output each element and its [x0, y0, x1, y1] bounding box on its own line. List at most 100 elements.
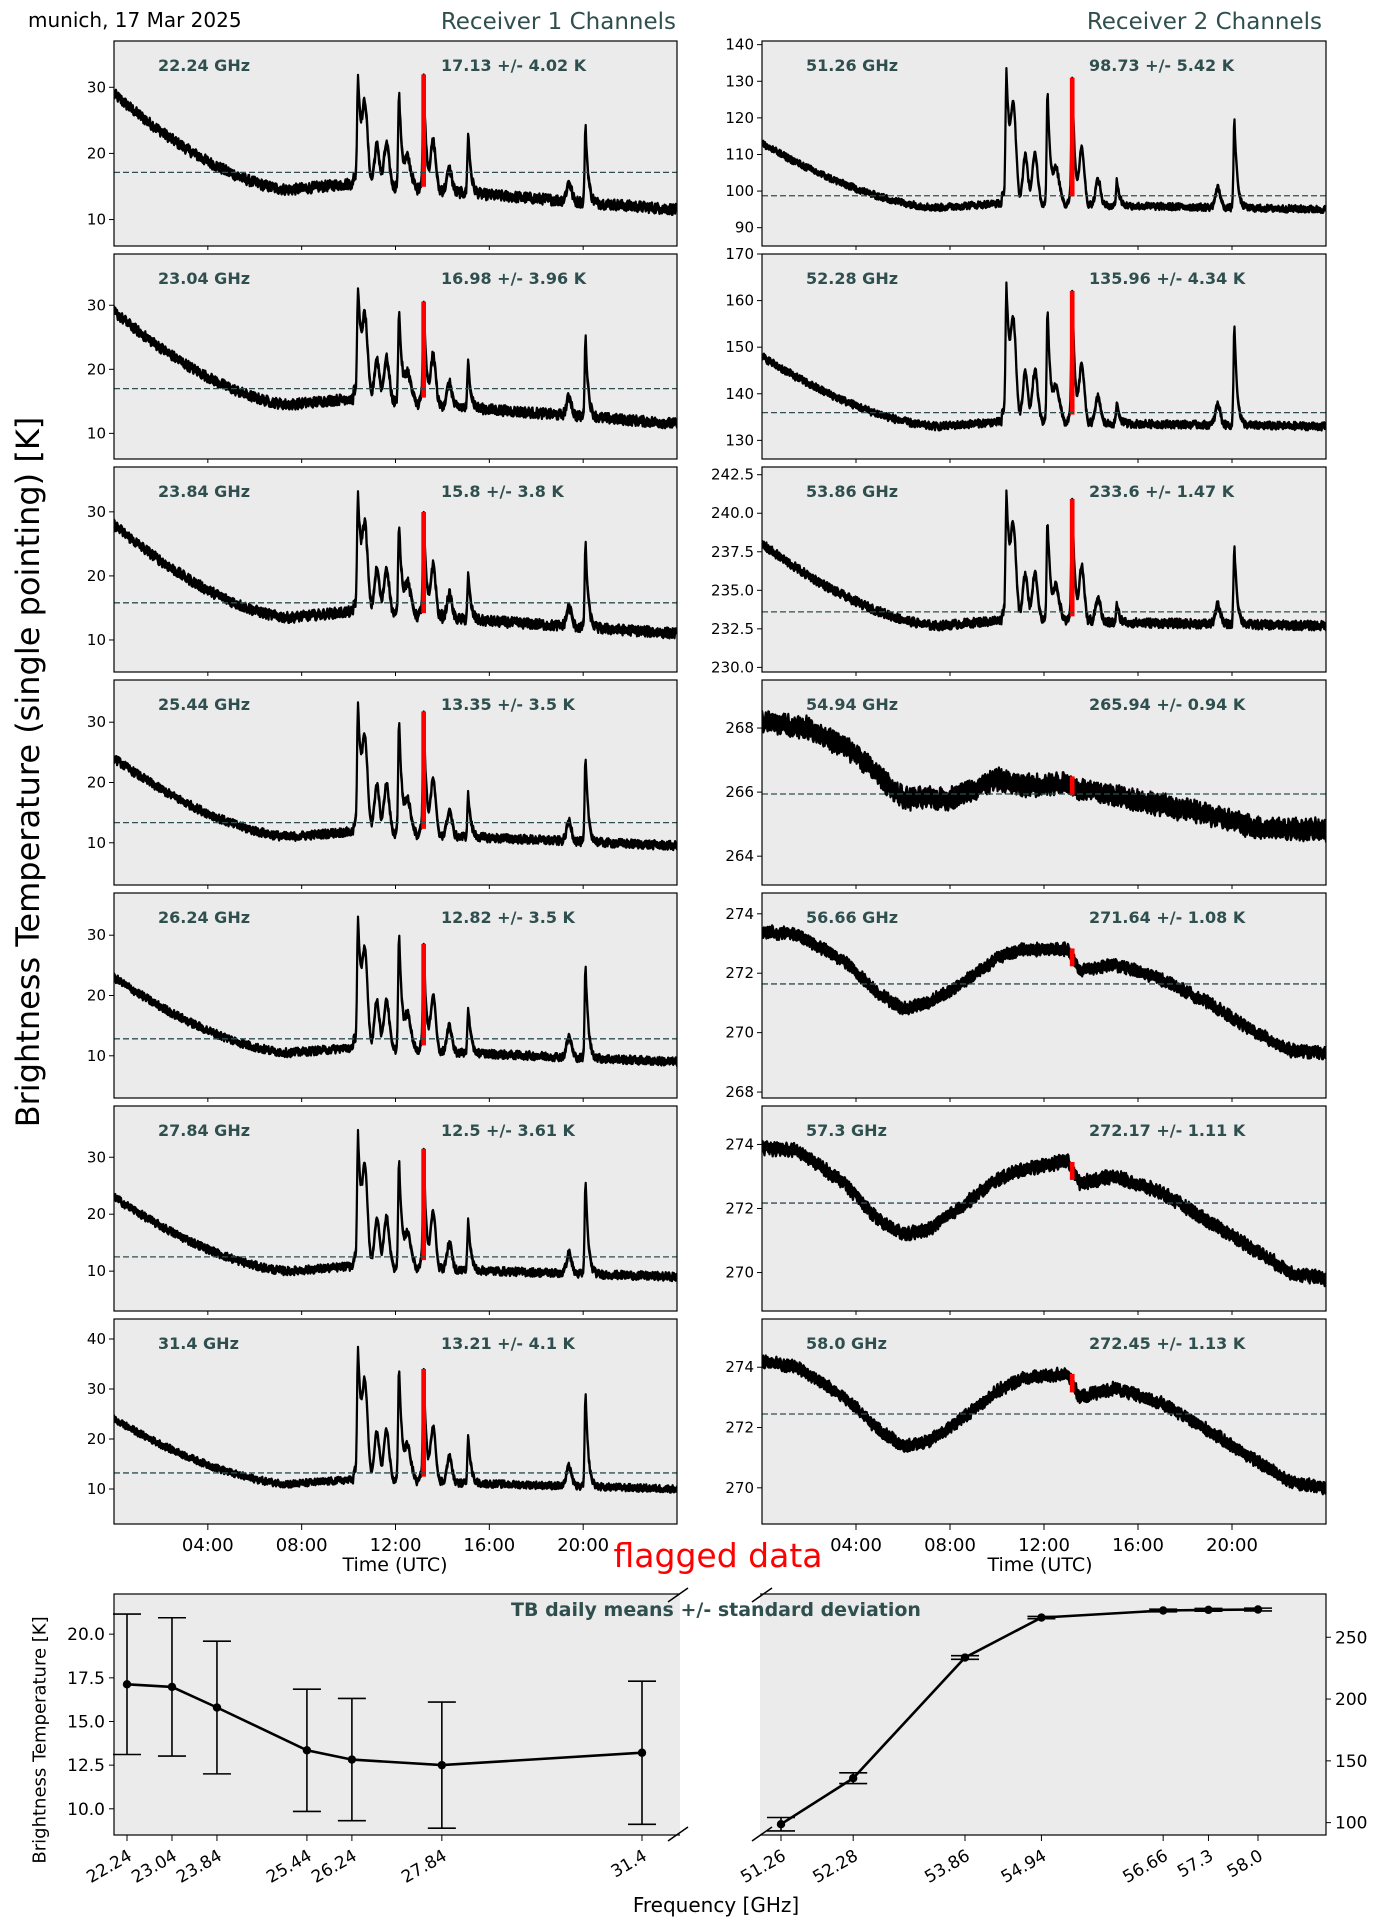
panel-background [762, 1319, 1326, 1524]
right-y-tick-label: 250 [1335, 1628, 1367, 1648]
y-tick-label: 272 [725, 964, 754, 982]
y-tick-label: 20 [87, 360, 106, 378]
right-y-tick-label: 100 [1335, 1814, 1367, 1834]
y-tick-label: 272 [725, 1419, 754, 1437]
axis-break-mark [751, 1587, 773, 1603]
x-tick-label: 04:00 [830, 1535, 882, 1556]
y-tick-label: 230.0 [711, 658, 754, 676]
frequency-tick-label: 26.24 [308, 1846, 360, 1888]
channel-frequency-label: 53.86 GHz [806, 482, 898, 501]
left-y-tick-label: 20.0 [67, 1625, 105, 1645]
brightness-temperature-trace [114, 1345, 677, 1494]
channel-mean-std-label: 12.5 +/- 3.61 K [441, 1121, 576, 1140]
y-tick-label: 10 [87, 631, 106, 649]
x-tick-label: 04:00 [182, 1535, 234, 1556]
channel-mean-std-label: 16.98 +/- 3.96 K [441, 269, 587, 288]
channel-frequency-label: 56.66 GHz [806, 908, 898, 927]
summary-title: TB daily means +/- standard deviation [511, 1599, 921, 1621]
receiver1-mean-point [212, 1703, 222, 1712]
y-tick-label: 240.0 [711, 504, 754, 522]
panel-background [114, 893, 677, 1098]
x-tick-label: 08:00 [276, 1535, 328, 1556]
y-tick-label: 20 [87, 144, 106, 162]
frequency-tick-label: 25.44 [263, 1846, 315, 1888]
x-tick-label: 12:00 [1018, 1535, 1070, 1556]
left-y-tick-label: 15.0 [67, 1712, 105, 1732]
frequency-tick-label: 53.86 [921, 1846, 973, 1888]
y-tick-label: 110 [725, 145, 754, 163]
frequency-tick-label: 54.94 [998, 1846, 1050, 1888]
channel-frequency-label: 31.4 GHz [158, 1334, 239, 1353]
y-tick-label: 20 [87, 774, 106, 792]
panel-background [762, 41, 1326, 246]
receiver1-mean-point [347, 1755, 357, 1764]
y-tick-label: 130 [725, 431, 754, 449]
axis-break-mark [751, 1826, 773, 1842]
brightness-temperature-trace [114, 287, 677, 430]
y-tick-label: 30 [87, 713, 106, 731]
site-date-label: munich, 17 Mar 2025 [28, 8, 242, 32]
y-tick-label: 10 [87, 1480, 106, 1498]
receiver1-mean-point [122, 1680, 132, 1689]
panel-background [114, 467, 677, 672]
brightness-temperature-trace [114, 490, 677, 640]
panel-rx2-580: 270 272 274 04:00 08:00 12:00 16:00 20:00 58.0 G… [725, 1318, 1327, 1556]
y-tick-label: 268 [725, 1083, 754, 1101]
x-tick-label: 12:00 [370, 1535, 422, 1556]
bottom-y-axis-label: Brightness Temperature [K] [29, 1616, 51, 1864]
y-tick-label: 274 [725, 1135, 754, 1153]
channel-mean-std-label: 233.6 +/- 1.47 K [1089, 482, 1235, 501]
frequency-tick-label: 58.0 [1224, 1846, 1267, 1882]
frequency-tick-label: 31.4 [608, 1846, 651, 1882]
y-tick-label: 235.0 [711, 581, 754, 599]
receiver2-mean-point [1204, 1605, 1213, 1615]
flagged-data-segment [421, 1369, 426, 1477]
brightness-temperature-trace [114, 1128, 677, 1283]
y-tick-label: 270 [725, 1264, 754, 1282]
y-tick-label: 30 [87, 296, 106, 314]
brightness-temperature-trace [762, 709, 1326, 843]
y-tick-label: 20 [87, 567, 106, 585]
panel-rx1-314: 10 20 30 40 04:00 08:00 12:00 16:00 20:00 31.4 GH… [87, 1318, 678, 1556]
y-tick-label: 160 [725, 292, 754, 310]
receiver2-x-axis-label: Time (UTC) [987, 1554, 1093, 1576]
panel-background [114, 1319, 677, 1524]
frequency-tick-label: 51.26 [737, 1846, 789, 1888]
axis-break-gap [680, 1592, 760, 1837]
channel-mean-std-label: 12.82 +/- 3.5 K [441, 908, 576, 927]
brightness-temperature-trace [762, 924, 1326, 1061]
panel-rx2-5126: 90 100 110 120 130 140 51.26 GHz 98.73 +/- 5.42… [725, 36, 1327, 250]
panel-rx2-5228: 130 140 150 160 170 52.28 GHz 135.96 +/- 4.34 … [725, 245, 1327, 463]
channel-mean-std-label: 135.96 +/- 4.34 K [1089, 269, 1246, 288]
y-tick-label: 30 [87, 78, 106, 96]
panel-background [114, 41, 677, 246]
frequency-tick-label: 56.66 [1120, 1846, 1172, 1888]
axis-break-mark [667, 1826, 689, 1842]
receiver2-mean-point [1037, 1613, 1046, 1622]
channel-frequency-label: 26.24 GHz [158, 908, 250, 927]
panel-background [114, 1106, 677, 1311]
receiver2-mean-point [848, 1773, 858, 1783]
y-tick-label: 120 [725, 109, 754, 127]
channel-mean-std-label: 13.35 +/- 3.5 K [441, 695, 576, 714]
receiver1-title: Receiver 1 Channels [440, 9, 676, 35]
frequency-tick-label: 23.04 [128, 1846, 180, 1888]
receiver2-mean-point [1158, 1606, 1168, 1615]
flagged-data-segment [421, 711, 426, 829]
x-tick-label: 20:00 [557, 1535, 609, 1556]
y-tick-label: 30 [87, 1148, 106, 1166]
y-tick-label: 10 [87, 1047, 106, 1065]
frequency-tick-label: 57.3 [1174, 1846, 1217, 1882]
y-tick-label: 150 [725, 338, 754, 356]
channel-mean-std-label: 13.21 +/- 4.1 K [441, 1334, 576, 1353]
left-y-tick-label: 10.0 [67, 1800, 105, 1820]
panel-rx2-573: 270 272 274 57.3 GHz 272.17 +/- 1.11 K [725, 1105, 1327, 1315]
flagged-data-segment [421, 511, 426, 614]
y-tick-label: 274 [725, 1358, 754, 1376]
channel-mean-std-label: 271.64 +/- 1.08 K [1089, 908, 1246, 927]
receiver2-mean-point [1253, 1605, 1263, 1614]
brightness-temperature-trace [762, 489, 1326, 632]
flagged-data-segment [1069, 1373, 1075, 1393]
x-tick-label: 20:00 [1206, 1535, 1258, 1556]
